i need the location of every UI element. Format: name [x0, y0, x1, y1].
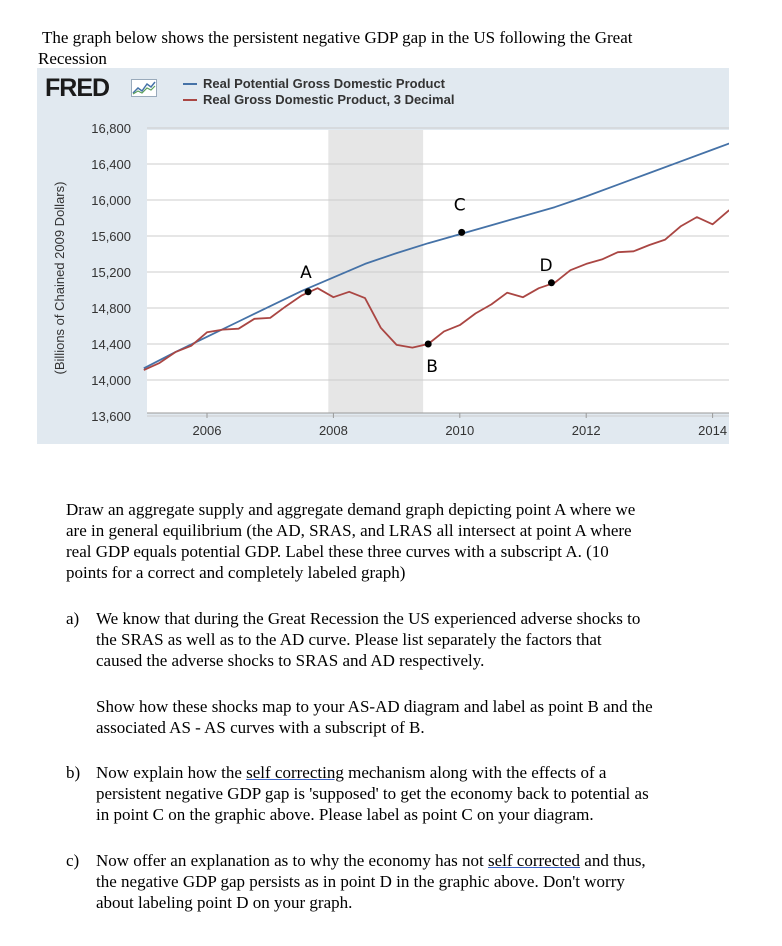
annotation-label-d: D [539, 256, 552, 276]
annotation-point-b [424, 340, 432, 348]
x-tick-label: 2006 [193, 423, 222, 438]
question-a-marker: a) [66, 609, 80, 628]
legend-item-real: Real Gross Domestic Product, 3 Decimal [183, 92, 454, 108]
y-axis-title: (Billions of Chained 2009 Dollars) [52, 182, 67, 375]
question-b-text: mechanism along with the effects of a [343, 763, 607, 782]
annotation-point-c [458, 228, 466, 236]
question-a-show: Show how these shocks map to your AS-AD … [96, 696, 732, 738]
question-c-marker: c) [66, 851, 80, 870]
intro-line-2: Recession [38, 49, 107, 68]
question-a-show-line: Show how these shocks map to your AS-AD … [96, 697, 653, 716]
x-tick-label: 2014 [698, 423, 727, 438]
main-instruction: Draw an aggregate supply and aggregate d… [66, 499, 726, 583]
self-correcting-link[interactable]: self correcting [246, 763, 344, 782]
self-corrected-link[interactable]: self corrected [488, 851, 581, 870]
chart-legend: Real Potential Gross Domestic Product Re… [183, 76, 454, 108]
main-line: are in general equilibrium (the AD, SRAS… [66, 521, 632, 540]
x-tick-label: 2012 [572, 423, 601, 438]
question-a-line: the SRAS as well as to the AD curve. Ple… [96, 630, 602, 649]
question-b-marker: b) [66, 763, 81, 782]
annotation-label-a: A [300, 263, 312, 283]
main-line: Draw an aggregate supply and aggregate d… [66, 500, 636, 519]
question-a-line: caused the adverse shocks to SRAS and AD… [96, 651, 485, 670]
legend-swatch-potential [183, 83, 197, 85]
y-tick-label: 15,600 [91, 229, 131, 244]
y-tick-label: 14,400 [91, 337, 131, 352]
y-tick-label: 14,000 [91, 373, 131, 388]
legend-item-potential: Real Potential Gross Domestic Product [183, 76, 454, 92]
intro-line-1: The graph below shows the persistent neg… [42, 28, 633, 47]
fred-chart-icon [131, 79, 157, 97]
x-tick-label: 2010 [445, 423, 474, 438]
question-c-line-1: Now offer an explanation as to why the e… [96, 850, 732, 871]
y-tick-label: 16,000 [91, 193, 131, 208]
fred-chart: FRED Real Potential Gross Domestic Produ… [37, 68, 729, 444]
y-tick-label: 16,800 [91, 121, 131, 136]
y-tick-label: 16,400 [91, 157, 131, 172]
question-c-text: Now offer an explanation as to why the e… [96, 851, 489, 870]
intro-text: The graph below shows the persistent neg… [38, 27, 728, 69]
annotation-point-d [547, 279, 555, 287]
main-line: real GDP equals potential GDP. Label the… [66, 542, 609, 561]
annotation-label-b: B [426, 357, 438, 377]
legend-label-potential: Real Potential Gross Domestic Product [203, 76, 446, 91]
question-b-text: Now explain how the [96, 763, 247, 782]
legend-label-real: Real Gross Domestic Product, 3 Decimal [203, 92, 455, 107]
legend-swatch-real [183, 99, 197, 101]
x-tick-label: 2008 [319, 423, 348, 438]
annotation-point-a [304, 288, 312, 296]
fred-logo: FRED [45, 74, 110, 102]
question-c-line-2: the negative GDP gap persists as in poin… [96, 872, 625, 891]
question-b-line-2: persistent negative GDP gap is 'supposed… [96, 784, 649, 803]
question-a-line: We know that during the Great Recession … [96, 609, 641, 628]
y-tick-label: 14,800 [91, 301, 131, 316]
chart-plot-area: 16,800 16,400 16,000 15,600 15,200 14,800 14,4… [52, 121, 729, 438]
question-c-line-3: about labeling point D on your graph. [96, 893, 353, 912]
question-b-line-1: Now explain how the self correcting mech… [96, 762, 732, 783]
question-b-line-3: in point C on the graphic above. Please … [96, 805, 594, 824]
question-a-show-line: associated AS - AS curves with a subscri… [96, 718, 425, 737]
y-tick-label: 15,200 [91, 265, 131, 280]
annotation-label-c: C [454, 195, 466, 215]
y-tick-label: 13,600 [91, 409, 131, 424]
question-c-text: and thus, [580, 851, 646, 870]
main-line: points for a correct and completely labe… [66, 563, 406, 582]
series-line-real [143, 209, 729, 371]
